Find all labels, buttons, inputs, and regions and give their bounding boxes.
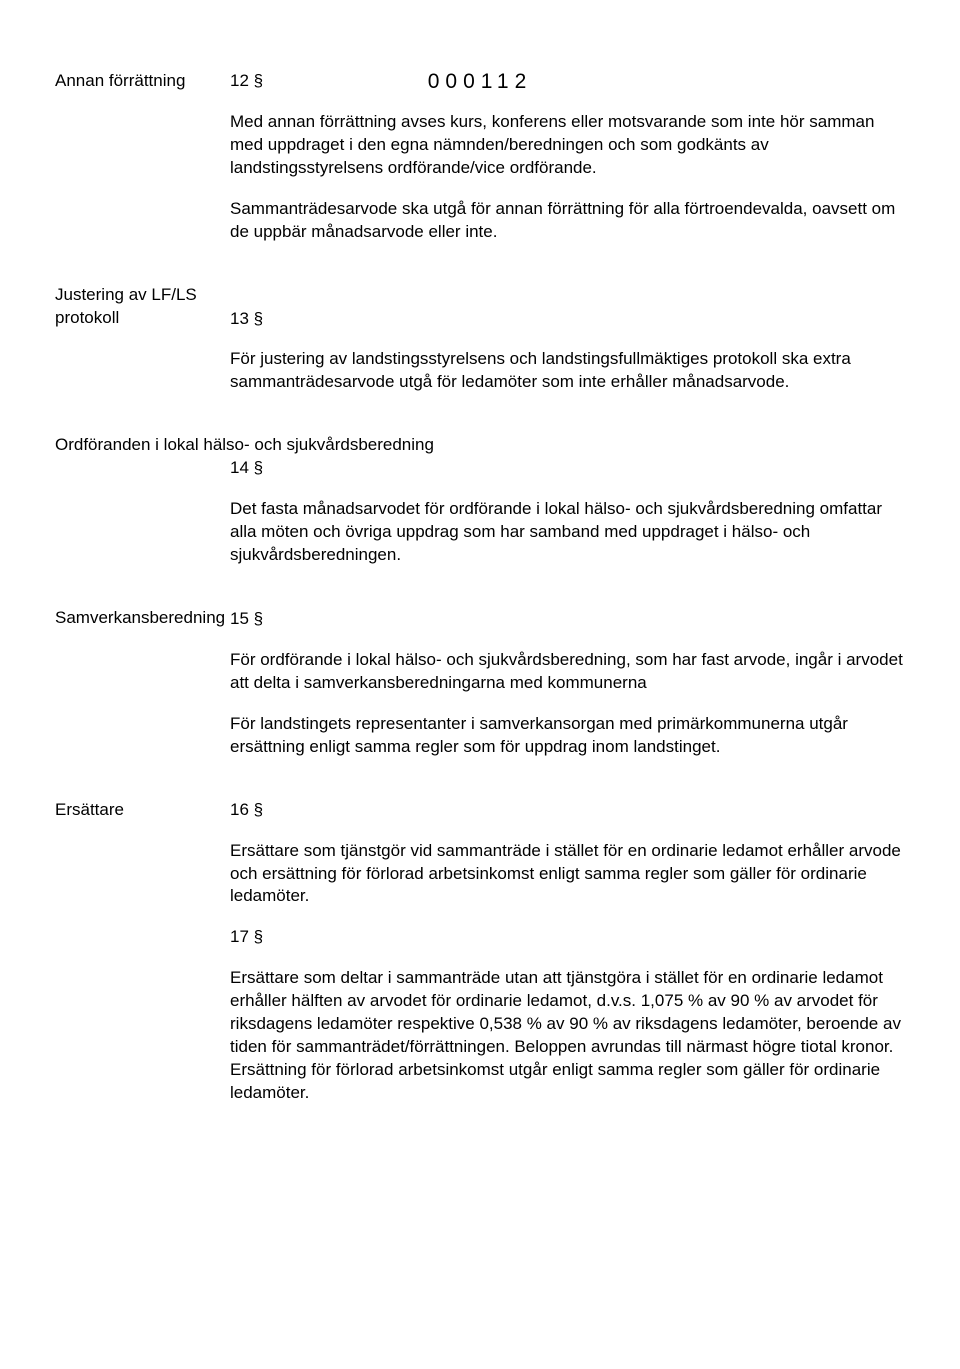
section-12: Annan förrättning 12 § Med annan förrätt… [55,70,905,262]
paragraph-16-1: Ersättare som tjänstgör vid sammanträde … [230,840,905,909]
paragraph-number-16: 16 § [230,799,905,822]
page-number: 000112 [428,70,533,94]
section-14: Ordföranden i lokal hälso- och sjukvårds… [55,434,905,585]
heading-12: Annan förrättning [55,70,230,262]
paragraph-number-14: 14 § [230,457,905,480]
paragraph-14-1: Det fasta månadsarvodet för ordförande i… [230,498,905,567]
paragraph-12-2: Sammanträdesarvode ska utgå för annan fö… [230,198,905,244]
section-ersattare: Ersättare 16 § Ersättare som tjänstgör v… [55,799,905,1105]
section-15: Samverkansberedning 15 § För ordförande … [55,607,905,777]
paragraph-15-1: För ordförande i lokal hälso- och sjukvå… [230,649,905,695]
paragraph-17-1: Ersättare som deltar i sammanträde utan … [230,967,905,1105]
paragraph-number-12: 12 § [230,70,905,93]
paragraph-13-1: För justering av landstingsstyrelsens oc… [230,348,905,394]
paragraph-15-2: För landstingets representanter i samver… [230,713,905,759]
paragraph-number-15: 15 § [230,608,905,631]
paragraph-number-13: 13 § [230,308,905,331]
heading-14: Ordföranden i lokal hälso- och sjukvårds… [55,434,905,457]
heading-16: Ersättare [55,799,230,1105]
paragraph-number-17: 17 § [230,926,905,949]
section-13: Justering av LF/LS protokoll 13 § För ju… [55,284,905,413]
paragraph-12-1: Med annan förrättning avses kurs, konfer… [230,111,905,180]
document-page: 000112 Annan förrättning 12 § Med annan … [0,0,960,1369]
